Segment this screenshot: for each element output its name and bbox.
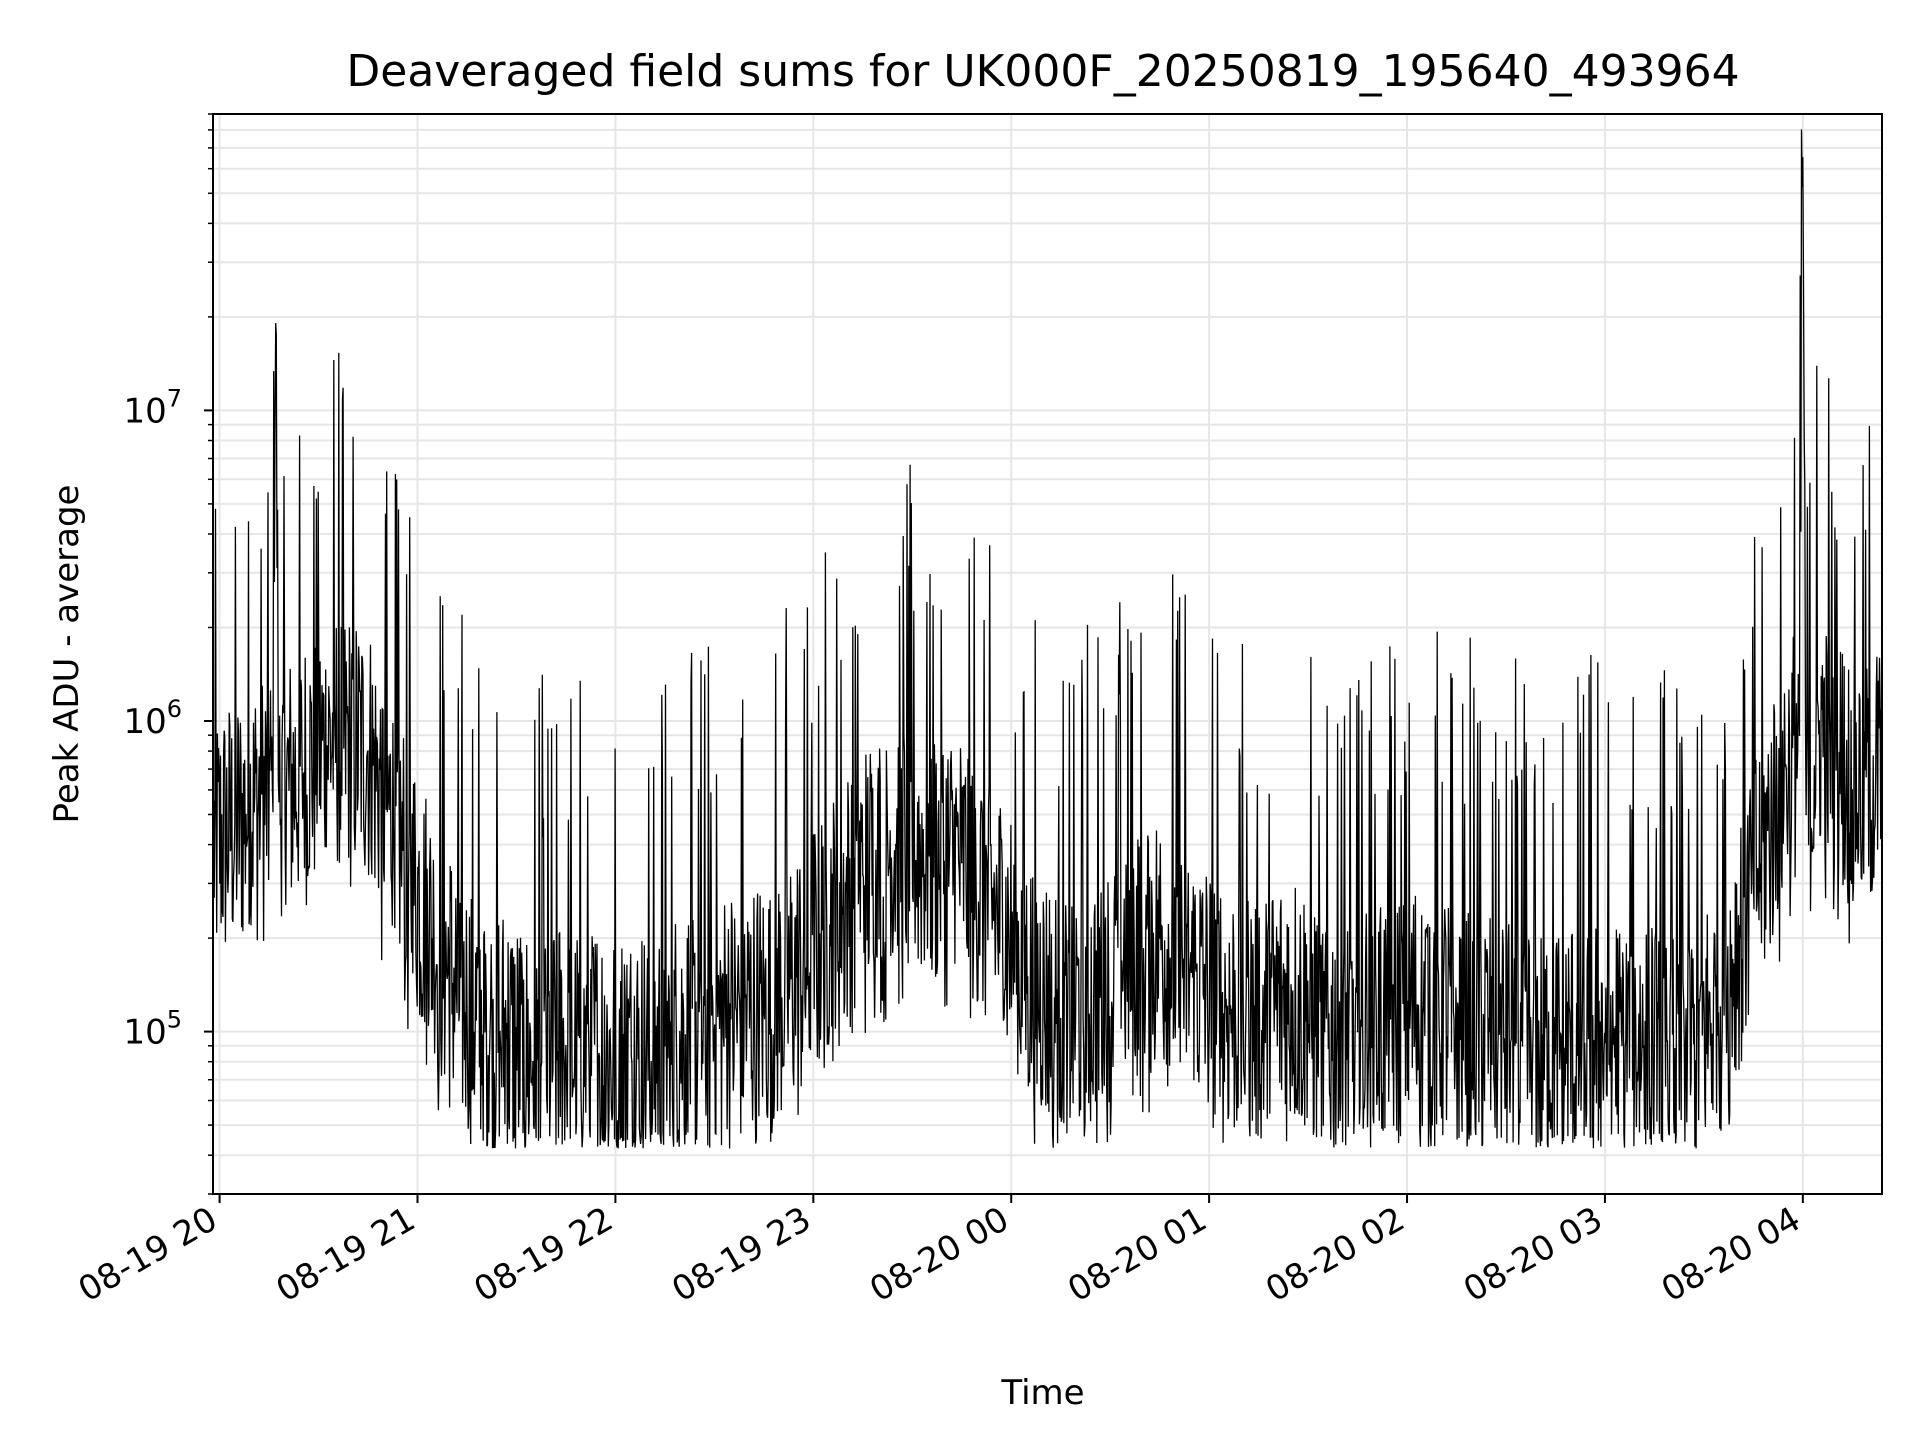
data-point (400, 843, 402, 846)
data-point (1191, 976, 1194, 978)
data-point (1851, 789, 1854, 791)
data-point (927, 850, 930, 853)
data-point (334, 734, 336, 737)
data-point (1805, 813, 1807, 816)
chart-title: Deaveraged field sums for UK000F_2025081… (346, 46, 1739, 97)
data-point (1158, 937, 1161, 939)
data-point (1455, 1017, 1458, 1020)
data-point (1092, 995, 1095, 998)
plot-frame (212, 113, 1883, 1195)
data-point (1125, 951, 1128, 954)
data-point (697, 1030, 699, 1033)
data-point (796, 976, 798, 978)
data-point (1026, 976, 1029, 978)
data-point (1521, 1045, 1524, 1047)
data-point (367, 750, 369, 752)
data-point (532, 1060, 534, 1063)
data-point (1587, 1037, 1590, 1040)
data-point (730, 1017, 732, 1020)
data-point (1356, 1030, 1359, 1033)
data-point (245, 813, 247, 816)
y-tick-label: 106 (123, 695, 182, 742)
data-point (466, 1006, 468, 1008)
x-axis-label: Time (1000, 1373, 1084, 1413)
data-point (1719, 1006, 1722, 1008)
data-point (1798, 734, 1801, 737)
data-point (1686, 1052, 1689, 1055)
y-axis-label: Peak ADU - average (47, 485, 87, 824)
data-point (631, 1060, 633, 1063)
data-point (278, 800, 280, 803)
data-point (433, 937, 435, 939)
data-point (271, 789, 274, 791)
data-point (1224, 1006, 1227, 1008)
data-point (1818, 720, 1821, 722)
y-tick-label: 107 (123, 384, 182, 431)
data-point (960, 861, 963, 864)
grid (213, 113, 1882, 1195)
data-point (1422, 1006, 1425, 1008)
data-point (1752, 882, 1755, 885)
data-point (1620, 1030, 1623, 1033)
data-point (499, 1030, 501, 1033)
data-point (763, 1006, 765, 1008)
data-point (301, 768, 303, 770)
y-tick-label: 105 (123, 1006, 182, 1053)
data-point (565, 1045, 567, 1047)
data-point (1257, 1017, 1260, 1020)
data-point (894, 843, 897, 846)
data-point (274, 323, 277, 325)
data-point (598, 1052, 600, 1055)
data-point (1785, 768, 1788, 770)
data-point (1290, 995, 1293, 998)
data-point (861, 873, 864, 876)
data-point (1323, 1030, 1326, 1033)
data-point (993, 907, 996, 909)
data-point (1653, 1045, 1656, 1047)
data-point (1389, 1017, 1392, 1020)
data-point (1059, 1017, 1062, 1020)
data-point (829, 924, 831, 927)
series-line (212, 129, 1883, 1149)
data-point (664, 1045, 666, 1047)
data-point (1554, 1052, 1557, 1055)
data-point (1802, 157, 1804, 159)
data-point (1488, 1030, 1491, 1033)
